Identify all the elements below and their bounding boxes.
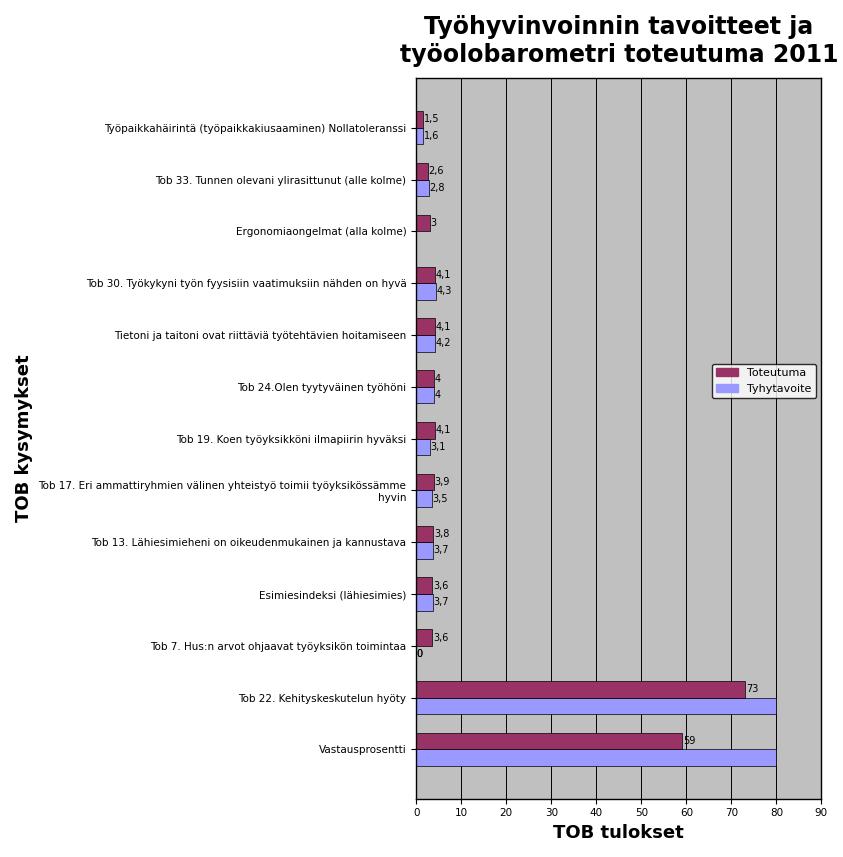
Text: 4,3: 4,3 — [436, 286, 452, 297]
Text: 59: 59 — [683, 736, 695, 746]
Bar — [416, 733, 682, 749]
Text: 73: 73 — [746, 685, 759, 694]
Y-axis label: TOB kysymykset: TOB kysymykset — [15, 355, 33, 523]
Text: 3: 3 — [430, 218, 437, 228]
X-axis label: TOB tulokset: TOB tulokset — [553, 824, 685, 842]
Text: 4,1: 4,1 — [435, 321, 451, 332]
Bar — [416, 681, 745, 698]
Bar — [416, 594, 432, 610]
Bar — [416, 474, 433, 490]
Text: 4,2: 4,2 — [436, 339, 451, 348]
Bar — [416, 439, 430, 455]
Text: 0: 0 — [416, 649, 423, 659]
Text: 3,8: 3,8 — [434, 529, 449, 539]
Title: Työhyvinvoinnin tavoitteet ja
työolobarometri toteutuma 2011: Työhyvinvoinnin tavoitteet ja työolobaro… — [400, 15, 838, 67]
Text: 3,6: 3,6 — [433, 581, 448, 590]
Text: 3,1: 3,1 — [431, 442, 446, 452]
Bar — [416, 525, 433, 542]
Bar — [416, 111, 423, 128]
Bar — [416, 180, 429, 196]
Bar — [416, 283, 436, 300]
Text: 4,1: 4,1 — [435, 270, 451, 280]
Text: 2,6: 2,6 — [428, 166, 444, 177]
Bar — [416, 578, 432, 594]
Text: 3,5: 3,5 — [432, 494, 448, 504]
Bar — [416, 128, 423, 144]
Text: 3,9: 3,9 — [434, 477, 450, 487]
Bar — [416, 542, 432, 559]
Text: 1,5: 1,5 — [423, 115, 439, 124]
Bar — [416, 370, 434, 387]
Text: 0: 0 — [416, 649, 423, 659]
Bar — [416, 267, 435, 283]
Text: 1,6: 1,6 — [424, 131, 439, 141]
Text: 3,7: 3,7 — [433, 546, 449, 555]
Bar — [416, 335, 435, 351]
Text: 4: 4 — [435, 374, 441, 383]
Bar — [416, 387, 434, 404]
Bar — [416, 490, 432, 507]
Bar — [416, 319, 435, 335]
Bar — [416, 163, 428, 180]
Text: 2,8: 2,8 — [429, 183, 445, 193]
Text: 3,6: 3,6 — [433, 632, 448, 643]
Text: 4: 4 — [435, 390, 441, 400]
Bar — [416, 749, 776, 766]
Text: 3,7: 3,7 — [433, 597, 449, 608]
Text: 4,1: 4,1 — [435, 425, 451, 435]
Legend: Toteutuma, Tyhytavoite: Toteutuma, Tyhytavoite — [711, 363, 816, 399]
Bar — [416, 629, 432, 646]
Bar — [416, 215, 430, 231]
Bar — [416, 698, 776, 714]
Bar — [416, 422, 435, 439]
